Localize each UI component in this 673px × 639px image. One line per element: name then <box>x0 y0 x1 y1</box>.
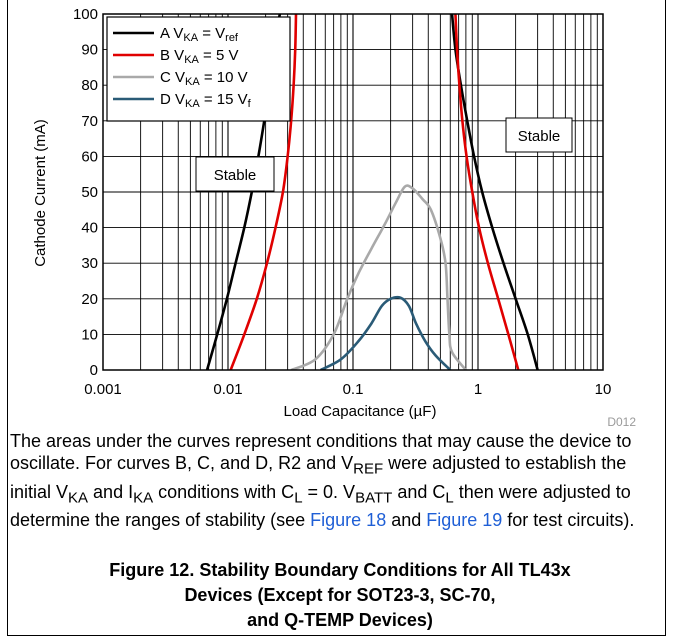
figure-19-link[interactable]: Figure 19 <box>426 510 503 531</box>
x-tick-label: 0.1 <box>343 381 364 398</box>
legend: A VKA = Vref B VKA = 5 V C VKA = 10 V D VKA… <box>106 16 291 122</box>
x-tick-label: 0.01 <box>213 381 242 398</box>
series-b-curve-2 <box>454 14 520 370</box>
legend-label-a: A VKA = Vref <box>160 25 239 44</box>
figure-title-line-3: and Q-TEMP Devices) <box>247 610 433 630</box>
figure-id: D012 <box>607 415 636 429</box>
y-tick-label: 100 <box>73 6 98 23</box>
y-tick-label: 0 <box>90 362 98 379</box>
y-tick-label: 80 <box>81 77 98 94</box>
stable-annotation-right: Stable <box>518 128 561 145</box>
figure-18-link[interactable]: Figure 18 <box>310 510 387 531</box>
stable-label-left: Stable <box>195 156 275 192</box>
x-tick-label: 10 <box>595 381 612 398</box>
x-tick-label: 1 <box>474 381 482 398</box>
stable-label-right: Stable <box>505 117 573 153</box>
series-c-curve-1 <box>290 184 467 370</box>
legend-label-b: B VKA = 5 V <box>160 47 238 66</box>
y-tick-label: 10 <box>81 326 98 343</box>
y-tick-labels: 0 10 20 30 40 50 60 70 80 90 100 <box>73 6 98 379</box>
series-b-curve-1 <box>229 14 298 370</box>
legend-label-c: C VKA = 10 V <box>160 69 248 88</box>
y-tick-label: 90 <box>81 42 98 59</box>
figure-caption: The areas under the curves represent con… <box>10 431 635 531</box>
figure-title-line-2: Devices (Except for SOT23-3, SC-70, <box>184 585 496 605</box>
plot-area-border <box>102 13 604 371</box>
y-tick-label: 30 <box>81 255 98 272</box>
legend-box <box>106 16 291 122</box>
y-tick-label: 40 <box>81 220 98 237</box>
y-tick-label: 20 <box>81 291 98 308</box>
figure-frame <box>7 0 666 636</box>
y-tick-label: 70 <box>81 113 98 130</box>
y-tick-label: 60 <box>81 148 98 165</box>
stable-annotation-left: Stable <box>214 167 257 184</box>
legend-label-d: D VKA = 15 Vf <box>160 91 252 110</box>
y-tick-label: 50 <box>81 184 98 201</box>
x-tick-label: 0.001 <box>84 381 122 398</box>
y-axis-label: Cathode Current (mA) <box>32 119 49 267</box>
x-axis-label: Load Capacitance (µF) <box>284 403 437 420</box>
figure-title: Figure 12. Stability Boundary Conditions… <box>40 558 640 633</box>
x-tick-labels: 0.001 0.01 0.1 1 10 <box>84 381 611 398</box>
figure-title-line-1: Figure 12. Stability Boundary Conditions… <box>109 560 571 580</box>
chart: A VKA = Vref B VKA = 5 V C VKA = 10 V D VKA… <box>32 6 636 429</box>
series-d-curve-1 <box>319 295 452 370</box>
